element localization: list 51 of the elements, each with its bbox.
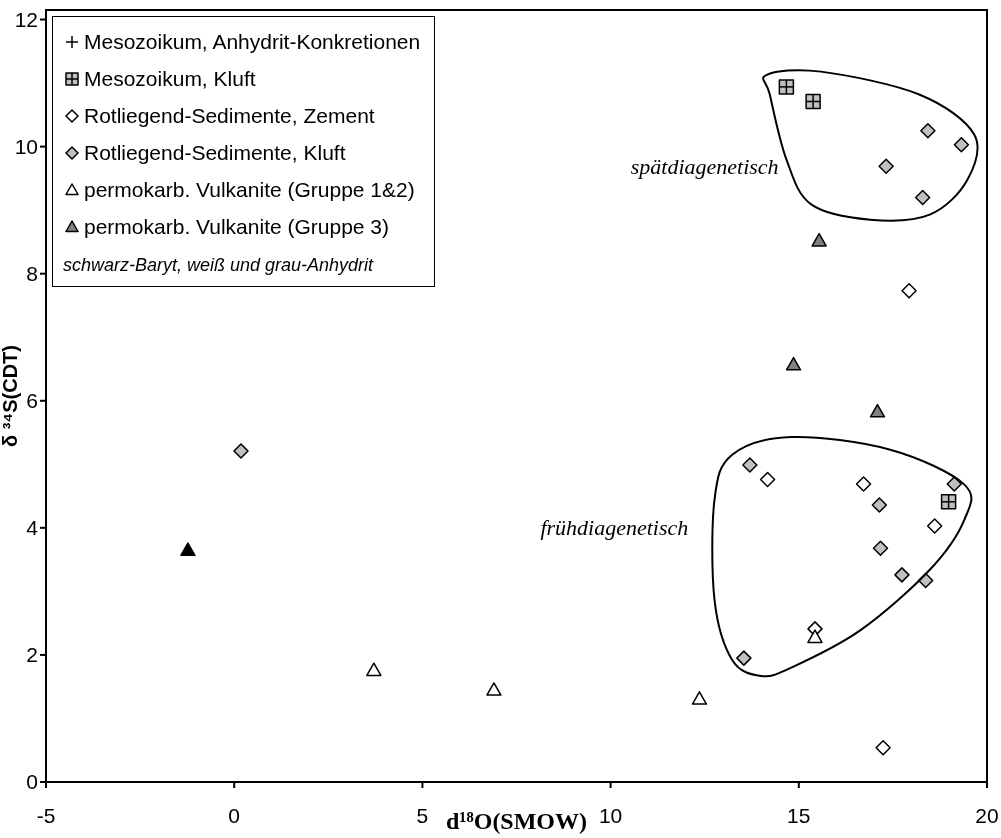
y-axis-title: δ ³⁴S(CDT) [0,344,22,448]
y-tick-label: 0 [26,770,38,794]
point [785,356,802,371]
y-tick-label: 10 [14,135,38,159]
annotation: frühdiagenetisch [540,514,689,540]
point [872,540,889,556]
point [778,79,795,95]
x-tick-label: 0 [228,803,241,827]
x-axis-title: d¹⁸O(SMOW) [445,808,588,834]
x-tick-label: -5 [36,803,56,827]
point [953,136,970,153]
annotation: schwarz-Baryt, weiß und grau-Anhydrit [63,255,375,276]
y-tick-label: 12 [14,7,38,31]
point [811,232,827,247]
point [691,691,708,705]
point [805,93,821,110]
point [736,650,752,666]
point [807,629,823,644]
point [233,443,249,459]
point [920,122,936,139]
legend-label: Rotliegend-Sedimente, Kluft [84,140,346,165]
x-tick-label: 20 [975,803,999,827]
point [946,476,962,492]
legend-label: permokarb. Vulkanite (Gruppe 3) [84,214,390,239]
point [940,494,957,510]
point [894,567,910,583]
point [871,497,888,513]
y-tick-label: 8 [26,262,38,286]
legend-label: Mesozoikum, Kluft [84,66,256,91]
x-tick-label: 5 [416,803,429,827]
point [855,476,872,492]
point [366,662,382,677]
legend-label: permokarb. Vulkanite (Gruppe 1&2) [84,177,415,202]
point [180,542,196,557]
y-tick-label: 4 [26,516,39,540]
point [914,189,931,206]
point [742,457,758,473]
point [878,158,894,175]
x-tick-label: 15 [787,803,811,827]
legend-label: Mesozoikum, Anhydrit-Konkretionen [84,29,421,54]
point [926,518,943,534]
y-tick-label: 6 [26,389,38,413]
point [875,739,891,756]
point [869,403,886,418]
point [901,283,917,299]
y-tick-label: 2 [26,643,38,667]
x-tick-label: 10 [598,803,623,827]
point [486,682,502,696]
annotation: spätdiagenetisch [630,154,779,180]
point [759,471,776,488]
legend-label: Rotliegend-Sedimente, Zement [84,103,375,128]
